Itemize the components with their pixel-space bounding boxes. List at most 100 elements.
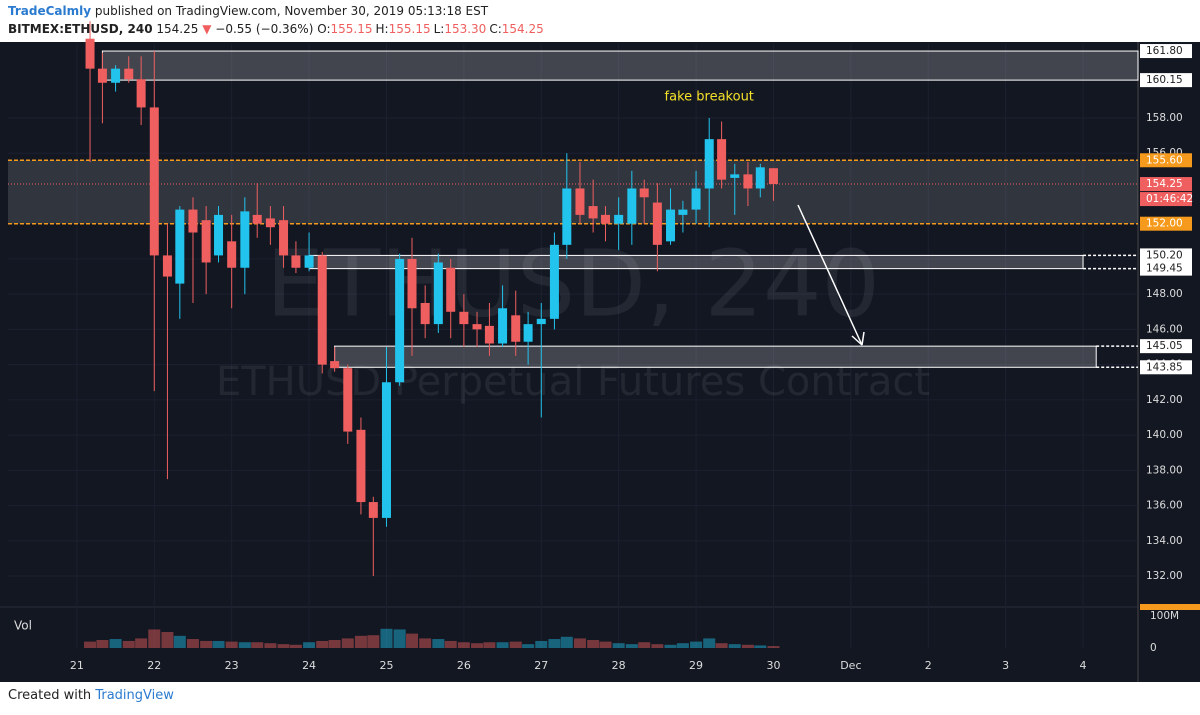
volume-bar — [703, 638, 716, 648]
arrow: ▼ — [202, 22, 212, 36]
volume-bar — [728, 644, 741, 648]
volume-bar — [393, 629, 406, 648]
volume-bar — [444, 640, 457, 648]
candle-body — [691, 188, 701, 210]
price-label: 154.25 — [1146, 178, 1183, 190]
volume-bar — [289, 644, 302, 648]
volume-bar — [548, 639, 561, 648]
brand[interactable]: TradingView — [95, 688, 174, 703]
candle-body — [265, 218, 275, 228]
price-label-box — [1140, 216, 1192, 231]
price-label: 149.45 — [1146, 263, 1183, 275]
candle-body — [149, 107, 159, 256]
candle-body — [768, 168, 778, 185]
candle-body — [717, 139, 727, 180]
candle-body — [136, 79, 146, 108]
y-tick-label: 142.00 — [1146, 394, 1183, 406]
price-label-box — [1140, 339, 1192, 354]
volume-bar — [483, 642, 496, 648]
candle-body — [743, 174, 753, 189]
x-tick-label: Dec — [840, 659, 861, 672]
countdown: 01:46:42 — [1146, 193, 1193, 205]
candle-body — [381, 382, 391, 518]
x-tick-label: 23 — [225, 659, 239, 672]
candle-body — [446, 267, 456, 312]
price-label: 155.60 — [1146, 154, 1183, 166]
annotation: fake breakout — [665, 89, 754, 104]
volume-bar — [496, 642, 509, 648]
x-tick-label: 4 — [1080, 659, 1087, 672]
x-tick-label: 2 — [925, 659, 932, 672]
volume-bar — [535, 640, 548, 648]
candle-body — [678, 209, 688, 215]
candle-body — [291, 255, 301, 268]
candle-body — [124, 68, 134, 80]
price-label-box — [1140, 360, 1192, 375]
candle-body — [97, 68, 107, 83]
candle-body — [652, 202, 662, 245]
volume-bar — [200, 640, 213, 648]
price-label: 145.05 — [1146, 340, 1183, 352]
price-label: 143.85 — [1146, 361, 1183, 373]
line2: BITMEX:ETHUSD, 240 154.25 ▼ −0.55 (−0.36… — [8, 20, 547, 38]
price-label: 160.15 — [1146, 74, 1183, 86]
price-label: 161.80 — [1146, 45, 1183, 57]
volume-bar — [509, 641, 522, 648]
ohlc: O:155.15 H:155.15 L:153.30 C:154.25 — [317, 22, 547, 36]
candle-body — [330, 361, 340, 369]
candle-body — [279, 220, 289, 256]
volume-bar — [432, 639, 445, 648]
x-tick-label: 30 — [766, 659, 780, 672]
volume-bar — [173, 635, 186, 648]
volume-bar — [651, 644, 664, 648]
ohlc-value: 155.15 — [330, 22, 373, 36]
volume-bar — [522, 644, 535, 648]
volume-bar — [161, 632, 174, 648]
candle-body — [433, 262, 443, 325]
volume-bar — [341, 638, 354, 648]
arrow-head — [851, 331, 865, 346]
candle-body — [523, 324, 533, 342]
price-label-box — [1140, 248, 1192, 263]
candle-body — [111, 68, 121, 83]
candle-body — [575, 188, 585, 215]
volume-bar — [367, 635, 380, 648]
candle-body — [356, 429, 366, 503]
ohlc-key: O: — [317, 22, 331, 36]
y-tick-label: 148.00 — [1146, 288, 1183, 300]
candle-body — [614, 214, 624, 224]
x-tick-label: 28 — [612, 659, 626, 672]
volume-bar — [676, 643, 689, 648]
volume-bar — [96, 640, 109, 648]
countdown-box — [1140, 192, 1192, 207]
candle-body — [459, 311, 469, 325]
volume-bar — [625, 644, 638, 648]
volume-bar — [251, 642, 264, 648]
zone — [334, 345, 1097, 368]
volume-bar — [587, 640, 600, 648]
candle-body — [304, 255, 314, 268]
candle-body — [420, 302, 430, 325]
candle-body — [227, 241, 237, 268]
candle-body — [162, 255, 172, 277]
candle-body — [498, 308, 508, 344]
candle-body — [730, 174, 740, 178]
symbol: BITMEX:ETHUSD, 240 — [8, 22, 153, 36]
ohlc-value: 153.30 — [444, 22, 487, 36]
price-label: 150.20 — [1146, 249, 1183, 261]
zone — [308, 254, 1084, 270]
y-tick-label: 134.00 — [1146, 535, 1183, 547]
volume-bar — [715, 643, 728, 648]
volume-bar — [612, 643, 625, 648]
price-label-box — [1140, 153, 1192, 168]
volume-bar — [277, 644, 290, 648]
y-tick-label: 132.00 — [1146, 570, 1183, 582]
ohlc-key: C: — [489, 22, 502, 36]
candle-body — [472, 324, 482, 330]
volume-bar — [148, 629, 161, 648]
candle-body — [639, 188, 649, 198]
volume-label: Vol — [14, 619, 32, 633]
candle-body — [601, 214, 611, 224]
author[interactable]: TradeCalmly — [8, 4, 92, 18]
volume-bar — [471, 643, 484, 648]
